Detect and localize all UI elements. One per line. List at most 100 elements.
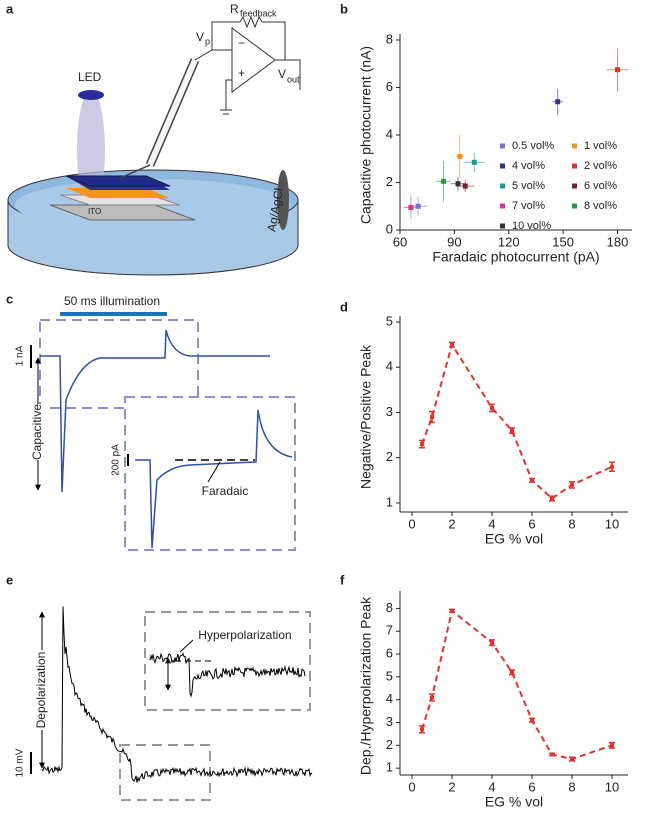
panel-label: d <box>340 299 348 314</box>
label: Faradaic <box>202 484 249 498</box>
y-tick-label: 6 <box>386 79 393 94</box>
panel-label: a <box>6 1 14 16</box>
y-tick-label: 4 <box>386 359 393 374</box>
point <box>430 695 434 700</box>
legend-swatch <box>500 203 505 209</box>
y-tick-label: 5 <box>386 313 393 328</box>
panel-label: e <box>6 572 13 587</box>
legend-label: 5 vol% <box>512 180 545 192</box>
point <box>471 159 477 165</box>
point <box>490 640 494 645</box>
x-tick-label: 180 <box>607 234 629 249</box>
point <box>610 464 614 469</box>
panel-label: f <box>340 572 345 587</box>
point <box>450 608 454 613</box>
label: Depolarization <box>34 652 48 729</box>
point <box>430 415 434 419</box>
x-tick-label: 4 <box>488 779 495 794</box>
x-tick-label: 8 <box>568 779 575 794</box>
label: + <box>238 66 245 80</box>
x-axis-label: EG % vol <box>485 794 543 810</box>
x-tick-label: 6 <box>528 516 535 531</box>
label: Capacitive <box>30 404 44 460</box>
y-tick-label: 0 <box>386 221 393 236</box>
trace <box>41 606 313 783</box>
x-axis-label: EG % vol <box>485 531 543 547</box>
legend-label: 0.5 vol% <box>512 140 554 152</box>
label: out <box>287 74 300 84</box>
label: 1 nA <box>15 345 26 366</box>
label: − <box>238 36 245 50</box>
trace <box>149 652 306 698</box>
label: ITO <box>88 207 101 216</box>
point <box>420 727 424 732</box>
point <box>490 405 494 410</box>
current-trace: 50 ms illumination Faradaic Capacitive 1… <box>15 294 296 551</box>
legend-label: 6 vol% <box>584 180 617 192</box>
y-tick-label: 1 <box>386 494 393 509</box>
point <box>550 496 554 501</box>
y-tick-label: 3 <box>386 404 393 419</box>
y-axis-label: Negative/Positive Peak <box>358 344 374 489</box>
legend-swatch <box>500 223 505 229</box>
point <box>570 482 574 487</box>
x-axis-label: Faradaic photocurrent (pA) <box>432 249 599 265</box>
y-tick-label: 4 <box>386 691 393 706</box>
y-tick-label: 2 <box>386 174 393 189</box>
label: 10 mV <box>15 748 26 777</box>
voltage-trace: Depolarization 10 mV Hyperpolarization <box>15 606 313 801</box>
x-tick-label: 4 <box>488 516 495 531</box>
y-tick-label: 8 <box>386 600 393 615</box>
y-tick-label: 2 <box>386 449 393 464</box>
x-tick-label: 2 <box>448 779 455 794</box>
point <box>550 752 554 757</box>
point <box>457 153 463 159</box>
legend-swatch <box>500 183 505 189</box>
point <box>420 442 424 447</box>
x-tick-label: 120 <box>498 234 520 249</box>
x-tick-label: 0 <box>408 516 415 531</box>
y-axis-label: Capacitive photocurrent (nA) <box>358 46 374 224</box>
legend-swatch <box>500 163 505 169</box>
point <box>455 181 461 187</box>
y-tick-label: 8 <box>386 31 393 46</box>
x-tick-label: 10 <box>605 516 619 531</box>
legend-swatch <box>572 143 577 149</box>
point <box>415 203 421 209</box>
legend-swatch <box>572 183 577 189</box>
x-tick-label: 60 <box>393 234 407 249</box>
x-tick-label: 6 <box>528 779 535 794</box>
label: V <box>278 67 286 81</box>
point <box>441 178 446 184</box>
point <box>615 67 620 73</box>
x-tick-label: 8 <box>568 516 575 531</box>
y-axis-label: Dep./Hyperpolarization Peak <box>358 596 374 775</box>
legend-label: 7 vol% <box>512 200 545 212</box>
legend-label: 10 vol% <box>512 220 551 232</box>
label: LED <box>78 70 102 84</box>
y-tick-label: 4 <box>386 126 393 141</box>
legend-label: 2 vol% <box>584 160 617 172</box>
panel-label: c <box>6 291 13 306</box>
label: p <box>205 36 210 46</box>
x-tick-label: 90 <box>447 234 461 249</box>
point <box>408 204 414 210</box>
legend-label: 4 vol% <box>512 160 545 172</box>
y-tick-label: 6 <box>386 645 393 660</box>
point <box>555 99 561 105</box>
label: Hyperpolarization <box>198 628 291 642</box>
point <box>450 342 454 347</box>
point <box>462 183 468 189</box>
point <box>570 757 574 762</box>
x-tick-label: 10 <box>605 779 619 794</box>
point <box>510 670 514 675</box>
line <box>421 342 613 500</box>
legend-swatch <box>500 143 505 149</box>
point <box>610 743 614 748</box>
x-tick-label: 150 <box>552 234 574 249</box>
y-tick-label: 2 <box>386 737 393 752</box>
y-tick-label: 1 <box>386 760 393 775</box>
legend-label: 1 vol% <box>584 140 617 152</box>
